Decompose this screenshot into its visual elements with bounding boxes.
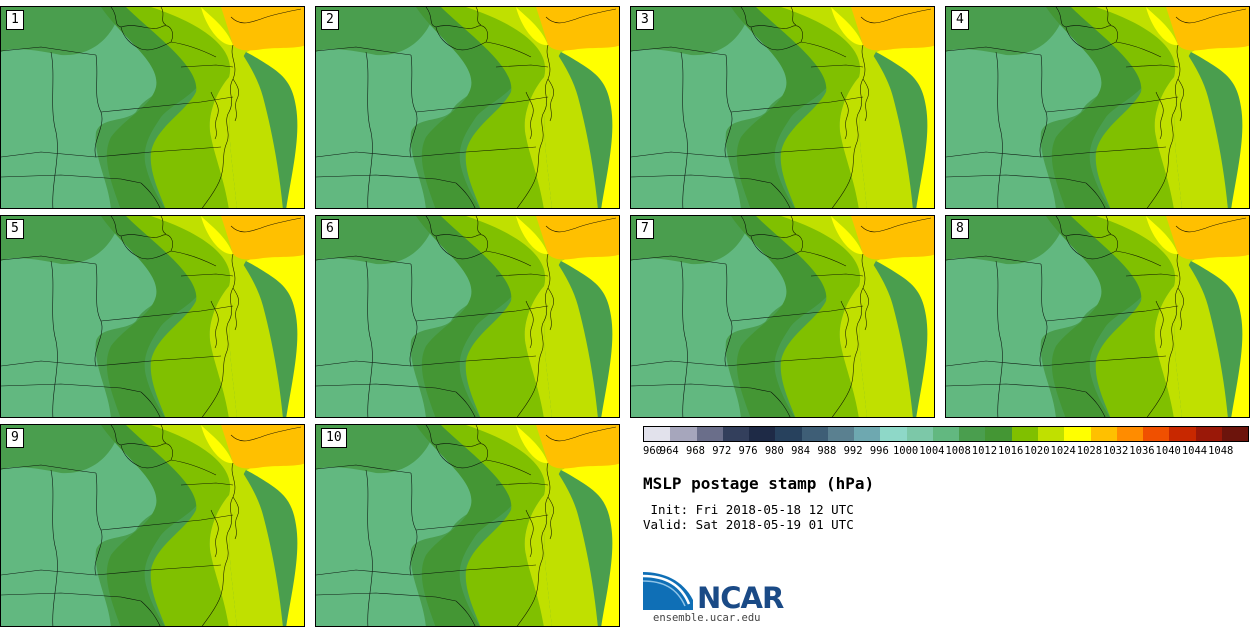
- member-number-label: 2: [321, 10, 339, 30]
- colorbar-tick-label: 1048: [1208, 445, 1234, 457]
- mslp-map: [631, 7, 934, 208]
- colorbar-swatch: [775, 427, 802, 441]
- colorbar-swatch: [1064, 427, 1091, 441]
- colorbar-swatch: [696, 427, 723, 441]
- mslp-map: [316, 7, 619, 208]
- member-number-label: 1: [6, 10, 24, 30]
- member-number-label: 3: [636, 10, 654, 30]
- ensemble-member-panel-2: 2: [315, 6, 620, 209]
- member-number-label: 10: [321, 428, 347, 448]
- mslp-map: [316, 425, 619, 626]
- mslp-map: [1, 216, 304, 417]
- colorbar-swatch: [801, 427, 828, 441]
- member-number-label: 9: [6, 428, 24, 448]
- ensemble-member-panel-6: 6: [315, 215, 620, 418]
- colorbar-tick-label: 1040: [1155, 445, 1181, 457]
- member-number-label: 6: [321, 219, 339, 239]
- member-number-label: 4: [951, 10, 969, 30]
- colorbar-tick-label: 1008: [945, 445, 971, 457]
- colorbar-swatch: [880, 427, 907, 441]
- colorbar-swatch: [1037, 427, 1065, 441]
- colorbar-swatch: [1116, 427, 1144, 441]
- colorbar-tick-label: 1032: [1103, 445, 1129, 457]
- colorbar-tick-label: 988: [817, 445, 837, 457]
- member-number-label: 7: [636, 219, 654, 239]
- colorbar-swatch: [1169, 427, 1196, 441]
- colorbar-tick-label: 976: [738, 445, 758, 457]
- colorbar-swatch: [854, 427, 881, 441]
- colorbar-tick-label: 1028: [1076, 445, 1103, 457]
- mslp-map: [631, 216, 934, 417]
- init-time: Init: Fri 2018-05-18 12 UTC: [643, 502, 854, 517]
- colorbar-swatch: [1143, 427, 1170, 441]
- colorbar-swatch: [1221, 427, 1249, 441]
- colorbar-swatch: [827, 427, 855, 441]
- colorbar-swatch: [1195, 427, 1222, 441]
- ensemble-member-panel-5: 5: [0, 215, 305, 418]
- colorbar-swatch: [959, 427, 986, 441]
- mslp-colorbar: [643, 426, 1249, 442]
- ncar-logo: [643, 572, 693, 610]
- ensemble-member-panel-4: 4: [945, 6, 1250, 209]
- colorbar-swatch: [670, 427, 697, 441]
- colorbar-tick-label: 1036: [1129, 445, 1155, 457]
- colorbar-tick-label: 996: [869, 445, 889, 457]
- ncar-logo-text: NCAR: [697, 581, 784, 615]
- colorbar-swatch: [749, 427, 776, 441]
- colorbar-tick-label: 960: [643, 445, 662, 457]
- mslp-map: [316, 216, 619, 417]
- colorbar-swatch: [932, 427, 960, 441]
- colorbar-tick-label: 1012: [971, 445, 998, 457]
- colorbar-swatch: [1011, 427, 1038, 441]
- colorbar-tick-label: 964: [659, 445, 679, 457]
- site-url: ensemble.ucar.edu: [653, 612, 761, 624]
- ensemble-member-panel-1: 1: [0, 6, 305, 209]
- colorbar-tick-label: 992: [843, 445, 863, 457]
- plot-title: MSLP postage stamp (hPa): [643, 474, 875, 493]
- mslp-map: [946, 7, 1249, 208]
- colorbar-swatch: [644, 427, 671, 441]
- mslp-map: [1, 425, 304, 626]
- ensemble-member-panel-9: 9: [0, 424, 305, 627]
- colorbar-tick-label: 1004: [919, 445, 945, 457]
- colorbar-tick-label: 1044: [1181, 445, 1208, 457]
- ensemble-member-panel-10: 10: [315, 424, 620, 627]
- colorbar-tick-label: 980: [764, 445, 784, 457]
- ensemble-member-panel-8: 8: [945, 215, 1250, 418]
- colorbar-tick-labels: 960 964 968 972 976 980 984 988 992 996 1000 1004 10…: [643, 445, 1249, 459]
- colorbar-tick-label: 984: [791, 445, 811, 457]
- colorbar-tick-label: 1024: [1050, 445, 1076, 457]
- colorbar-swatch: [906, 427, 933, 441]
- valid-time: Valid: Sat 2018-05-19 01 UTC: [643, 517, 854, 532]
- colorbar-tick-label: 968: [686, 445, 705, 457]
- member-number-label: 5: [6, 219, 24, 239]
- colorbar-swatch: [1090, 427, 1117, 441]
- colorbar-tick-label: 1020: [1024, 445, 1050, 457]
- mslp-map: [1, 7, 304, 208]
- ensemble-member-panel-3: 3: [630, 6, 935, 209]
- mslp-map: [946, 216, 1249, 417]
- colorbar-tick-label: 1016: [997, 445, 1024, 457]
- colorbar-tick-label: 1000: [892, 445, 919, 457]
- colorbar-swatch: [985, 427, 1012, 441]
- ensemble-member-panel-7: 7: [630, 215, 935, 418]
- member-number-label: 8: [951, 219, 969, 239]
- colorbar-tick-label: 972: [712, 445, 732, 457]
- colorbar-swatch: [722, 427, 750, 441]
